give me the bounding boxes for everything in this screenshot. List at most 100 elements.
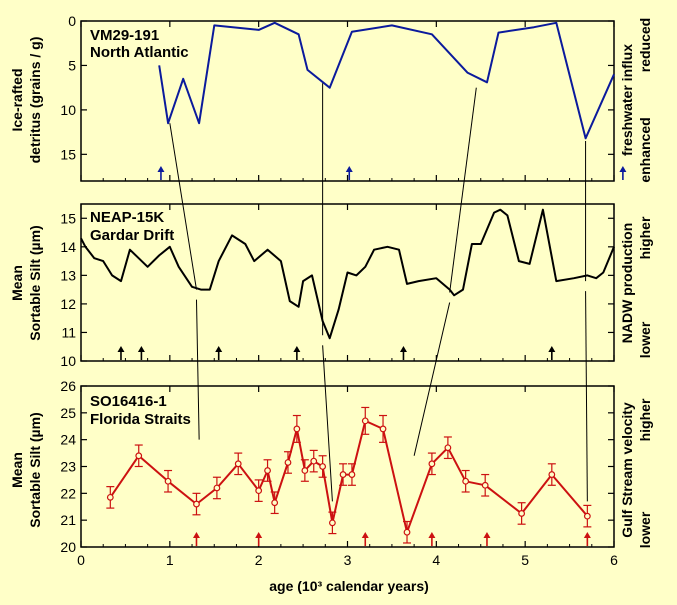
data-point [301,467,309,474]
data-point [518,510,526,517]
data-point [284,459,292,466]
data-point [462,477,470,485]
right-label-main: freshwater influx [619,44,635,156]
y-tick-label: 14 [60,239,76,255]
y-axis-label-line-1: Ice-rafted [9,68,25,131]
panel-neap-15k: NEAP-15K Gardar Drift Mean Sortable Silt… [9,203,653,369]
series-line [158,21,615,140]
x-tick-label: 2 [255,552,263,568]
data-point [403,528,411,536]
x-tick-label: 4 [432,552,440,568]
panel-title-line-2: North Atlantic [90,44,189,61]
y-tick-label: 24 [60,432,76,448]
x-tick-label: 6 [610,552,618,568]
y-axis-label-line-1: Mean [9,265,25,301]
panel-title-line-1: VM29-191 [90,27,159,44]
y-tick-label: 22 [60,485,76,501]
y-tick-label: 11 [61,324,76,340]
right-label-high: higher [637,398,653,441]
correlation-line [195,299,200,440]
panel-vm29-191: VM29-191 North Atlantic Ice-rafted detri… [9,13,653,183]
event-arrow-head [583,532,591,538]
event-arrow-head [483,532,491,538]
data-point [361,417,369,425]
series-line [109,419,589,534]
data-point [379,425,387,433]
panel-title-line-1: SO16416-1 [90,393,167,410]
correlation-lines [169,83,588,502]
series-line [80,208,615,340]
y-axis-label-line-2: Sortable Silt (µm) [27,225,43,340]
event-arrow-head [157,166,165,172]
y-tick-label: 10 [60,353,76,369]
right-label-low: enhanced [637,117,653,182]
right-label-low: lower [637,511,653,548]
event-arrow-head [399,346,407,352]
panel-title-line-2: Gardar Drift [90,227,174,244]
data-point [234,460,242,468]
x-tick-label: 1 [166,552,174,568]
event-arrow-head [117,346,125,352]
right-label-high: reduced [637,18,653,72]
y-tick-label: 5 [68,57,76,73]
data-point [193,500,200,508]
event-arrow-head [293,346,301,352]
data-point [339,471,347,478]
data-point [271,499,279,507]
data-point [106,493,114,501]
event-arrow-head [137,346,145,352]
right-label-low: lower [637,321,653,358]
event-arrow-head [548,346,556,352]
event-arrow-head [192,532,200,538]
data-point [428,460,436,468]
x-axis-label: age (10³ calendar years) [269,578,429,594]
y-tick-label: 15 [60,146,76,162]
event-arrow-head [345,166,353,172]
y-axis-label-line-2: Sortable Silt (µm) [27,412,43,527]
y-tick-label: 23 [60,459,76,475]
y-tick-label: 26 [60,378,76,394]
data-point [293,425,301,433]
panel-title-line-2: Florida Straits [90,411,191,428]
y-tick-label: 0 [68,13,76,29]
data-point [444,444,452,452]
data-point [255,487,263,495]
data-point [310,457,318,465]
data-point [135,452,143,460]
data-point [319,463,327,470]
event-arrow-head [361,532,369,538]
panel-title-line-1: NEAP-15K [90,209,164,226]
correlation-line [169,123,197,290]
correlation-line [585,291,588,502]
y-tick-label: 15 [60,210,76,226]
y-tick-label: 13 [60,267,76,283]
data-point [328,519,336,527]
y-tick-label: 25 [60,405,76,421]
data-point [481,481,489,489]
x-tick-label: 3 [344,552,352,568]
data-point [548,471,556,478]
y-tick-label: 20 [60,539,76,555]
data-point [264,467,271,474]
y-axis-label-line-1: Mean [9,452,25,488]
event-arrow-head [255,532,263,538]
correlation-line [322,345,333,502]
y-tick-label: 21 [60,512,76,528]
x-tick-label: 0 [77,552,85,568]
data-point [348,471,356,478]
y-tick-label: 12 [60,296,76,312]
right-label-main: Gulf Stream velocity [619,402,635,538]
data-point [164,477,172,485]
data-point [213,484,221,492]
correlation-line [449,87,477,293]
event-arrow-head [215,346,223,352]
right-label-main: NADW production [619,223,635,344]
data-point [583,512,591,520]
y-axis-label-line-2: detritus (grains / g) [27,37,43,164]
x-tick-label: 5 [521,552,529,568]
event-arrow-head [428,532,436,538]
right-label-high: higher [637,216,653,259]
event-arrow-head [619,166,627,172]
